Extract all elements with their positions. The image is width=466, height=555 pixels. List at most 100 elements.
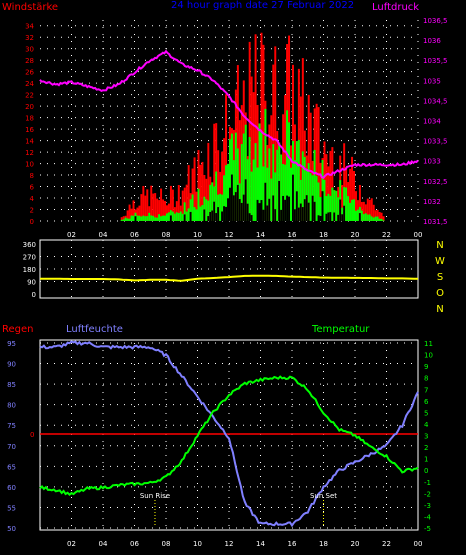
wind-min-bar — [189, 211, 192, 221]
wind-avg-bar — [374, 216, 377, 221]
wind-min-bar — [169, 215, 172, 221]
wind-gust-bar — [132, 200, 135, 221]
wind-gust-bar — [284, 95, 287, 221]
wind-gust-bar — [185, 184, 188, 221]
wind-tick-label: 8 — [30, 172, 34, 180]
wind-avg-bar — [160, 216, 163, 221]
wind-avg-bar — [183, 202, 186, 221]
wind-gust-bar — [207, 142, 210, 221]
wind-avg-bar — [329, 195, 332, 221]
wind-gust-bar — [156, 198, 159, 221]
wind-gust-bar — [366, 198, 369, 221]
wind-min-bar — [213, 201, 216, 221]
humidity-line — [39, 340, 419, 528]
wind-gust-bar — [126, 210, 129, 221]
wind-gust-bar — [175, 201, 178, 221]
wind-tick-label: 10 — [25, 161, 34, 169]
wind-tick-label: 26 — [25, 69, 34, 77]
wind-avg-bar — [130, 215, 133, 221]
wind-gust-bar — [378, 211, 381, 221]
x-tick-label: 06 — [130, 540, 139, 548]
wind-avg-bar — [191, 194, 194, 221]
wind-avg-bar — [335, 190, 338, 221]
x-tick-label: 00 — [414, 231, 423, 239]
wind-avg-bar — [205, 199, 208, 221]
humidity-tick-label: 55 — [7, 504, 16, 512]
wind-avg-bar — [274, 172, 277, 221]
wind-gust-bar — [343, 143, 346, 221]
wind-avg-bar — [355, 210, 357, 221]
humidity-label: Luftfeuchte — [66, 324, 123, 335]
wind-gust-bar — [217, 150, 220, 221]
x-tick-label: 08 — [162, 540, 171, 548]
wind-avg-bar — [382, 220, 385, 221]
wind-avg-bar — [162, 215, 165, 221]
wind-avg-bar — [288, 122, 291, 221]
wind-gust-bar — [199, 164, 202, 221]
wind-gust-bar — [327, 166, 330, 221]
wind-avg-bar — [372, 217, 375, 221]
wind-avg-bar — [236, 148, 239, 221]
wind-gust-bar — [364, 204, 367, 221]
wind-gust-bar — [140, 194, 143, 221]
wind-gust-bar — [162, 199, 165, 221]
wind-avg-bar — [128, 218, 131, 221]
wind-min-bar — [236, 184, 239, 221]
temperature-axis-ticks: -5 -4 -3 -2 -1 0 1 2 3 4 5 6 7 8 9 10 11 — [424, 340, 433, 533]
wind-min-bar — [292, 174, 294, 221]
wind-avg-bar — [276, 149, 279, 221]
wind-min-bar — [337, 214, 340, 221]
wind-avg-bar — [177, 213, 180, 221]
wind-min-bar — [209, 212, 212, 221]
wind-min-bar — [230, 174, 233, 221]
compass-label: N — [436, 240, 443, 251]
wind-gust-bar — [122, 216, 125, 221]
wind-avg-bar — [203, 196, 206, 221]
wind-min-bar — [282, 195, 285, 221]
wind-avg-bar — [299, 179, 302, 221]
wind-avg-bar — [280, 154, 283, 221]
wind-avg-bar — [185, 211, 188, 221]
pressure-tick-label: 1036,5 — [423, 17, 448, 25]
wind-avg-bar — [144, 216, 147, 221]
pressure-tick-label: 1035,5 — [423, 57, 448, 65]
wind-gust-bar — [349, 168, 352, 221]
wind-gust-bar — [130, 208, 133, 221]
wind-avg-bar — [337, 197, 340, 221]
temperature-tick-label: 8 — [424, 375, 428, 383]
wind-avg-bar — [122, 219, 125, 221]
wind-tick-label: 28 — [25, 57, 34, 65]
pressure-tick-label: 1033,5 — [423, 138, 448, 146]
x-tick-label: 18 — [319, 540, 328, 548]
x-tick-label: 22 — [382, 231, 391, 239]
wind-gust-bar — [167, 203, 170, 221]
wind-gust-bar — [372, 204, 375, 221]
wind-min-bar — [234, 192, 237, 221]
wind-tick-label: 2 — [30, 207, 34, 215]
pressure-tick-label: 1034 — [423, 118, 441, 126]
wind-avg-bar — [290, 167, 292, 221]
wind-gust-bar — [341, 185, 344, 221]
wind-min-bar — [333, 212, 336, 221]
wind-min-bar — [317, 215, 320, 221]
wind-avg-bar — [349, 202, 352, 221]
compass-label: O — [436, 288, 444, 299]
wind-gust-bar — [187, 165, 190, 221]
wind-avg-bar — [264, 108, 267, 221]
x-tick-label: 20 — [351, 231, 360, 239]
pressure-tick-label: 1034,5 — [423, 97, 448, 105]
temperature-tick-label: -2 — [424, 490, 431, 498]
wind-avg-bar — [364, 213, 367, 221]
wind-avg-bar — [156, 217, 159, 221]
direction-line — [40, 274, 418, 282]
wind-gust-bar — [329, 150, 332, 221]
wind-avg-bar — [303, 156, 306, 221]
temperature-tick-label: -1 — [424, 479, 431, 487]
wind-min-bar — [134, 216, 137, 221]
wind-min-bar — [256, 199, 259, 221]
wind-gust-bar — [221, 151, 224, 221]
wind-avg-bar — [150, 215, 153, 221]
wind-min-bar — [229, 187, 231, 221]
